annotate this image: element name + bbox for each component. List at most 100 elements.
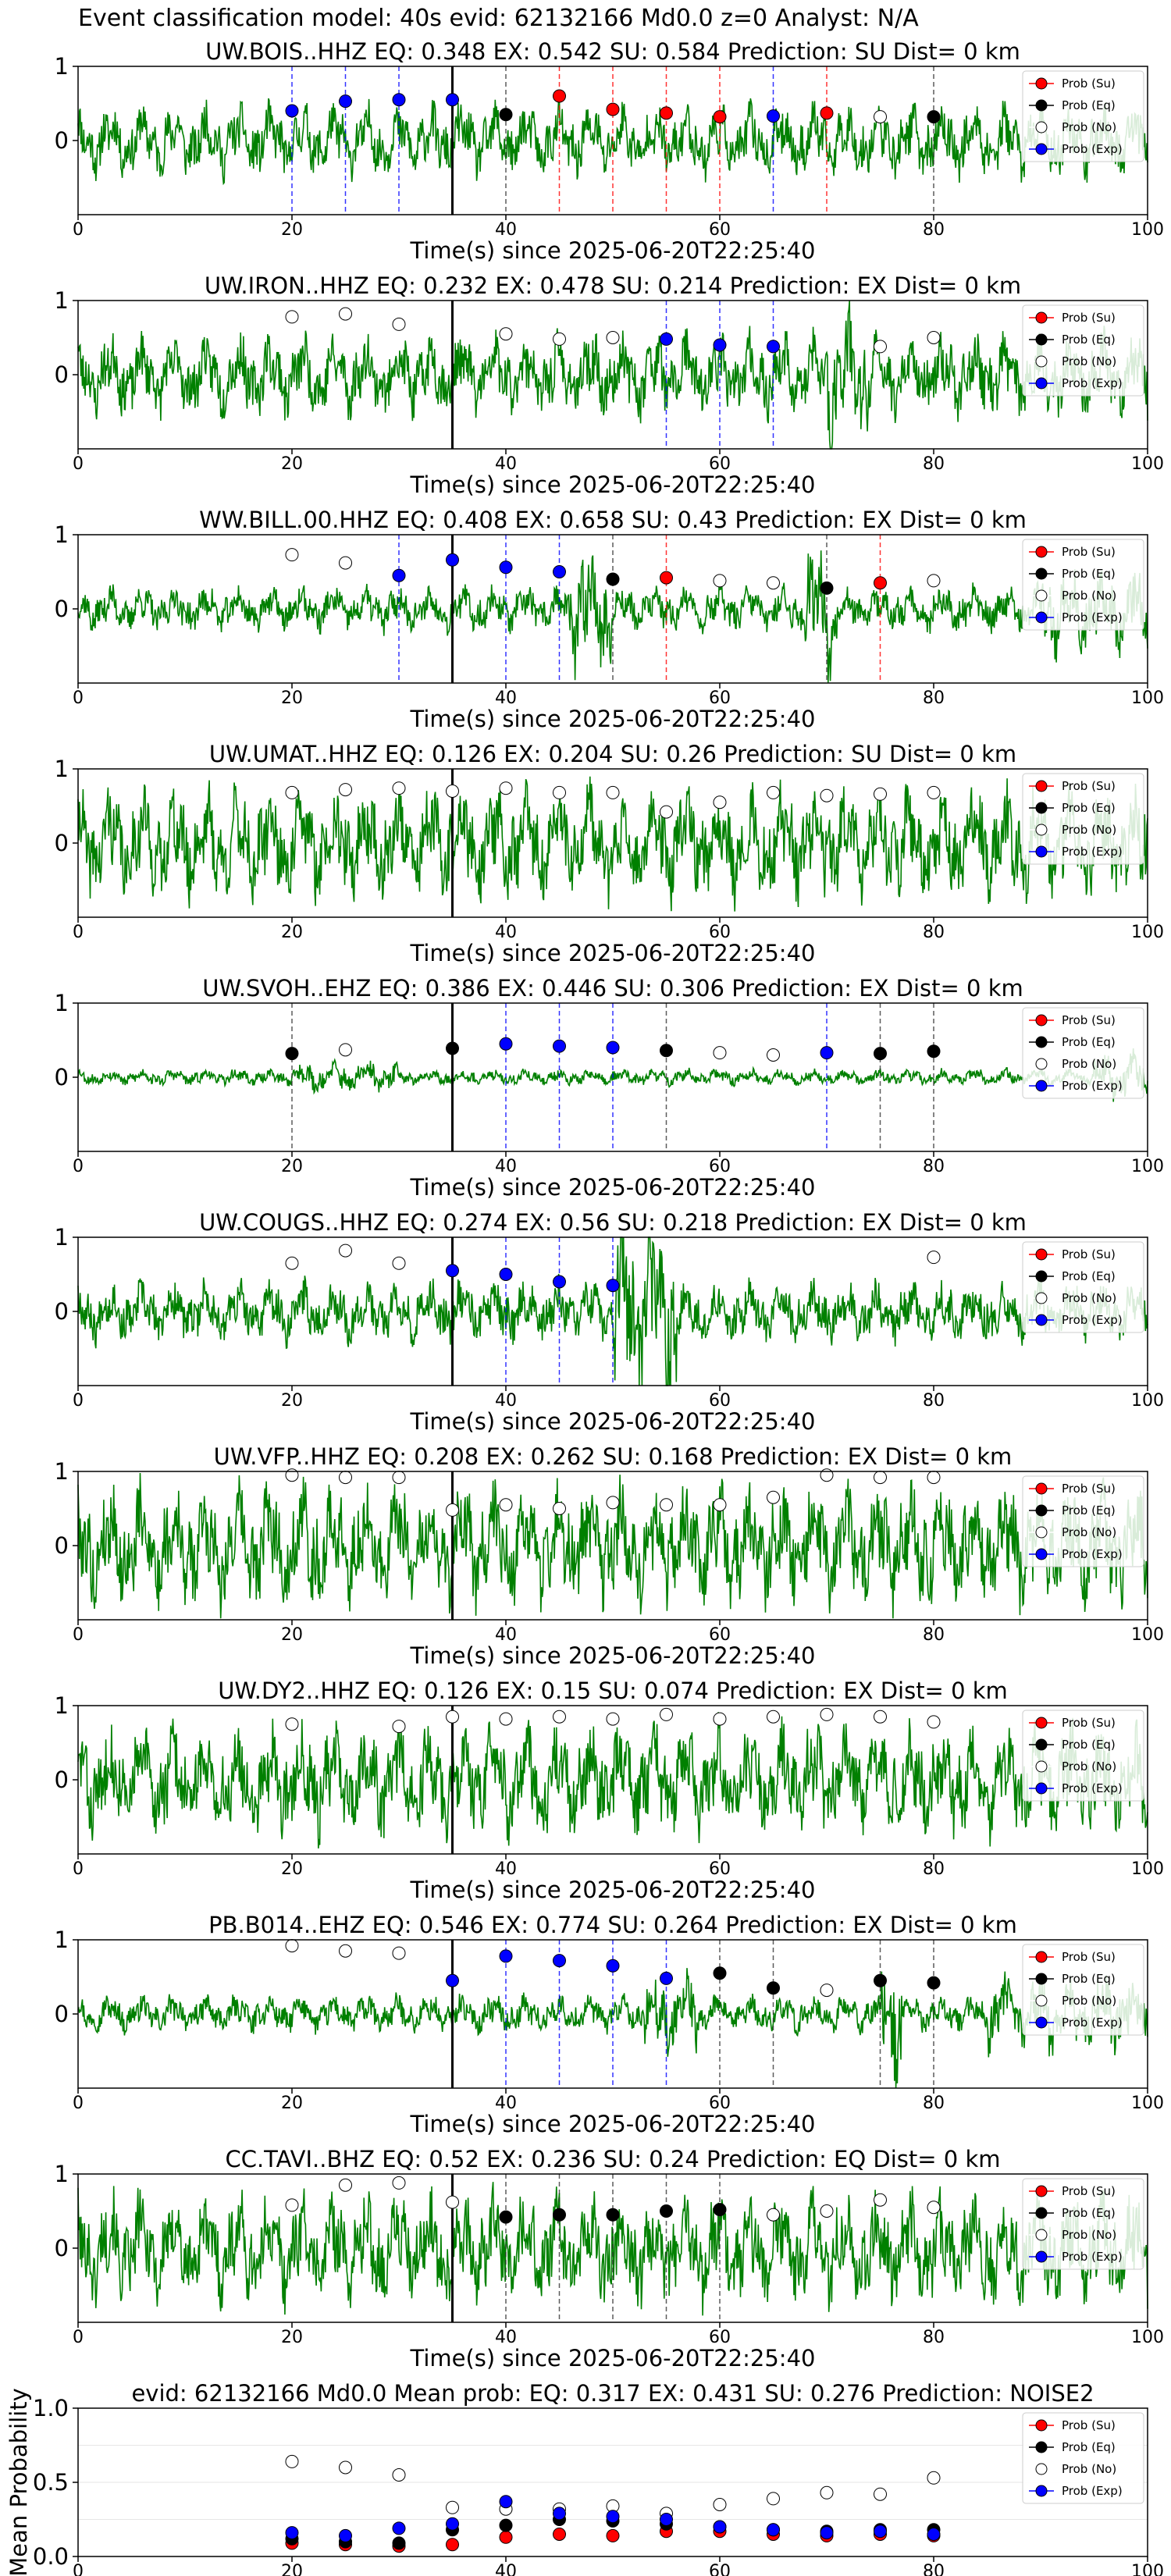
legend-label: Prob (No) xyxy=(1062,589,1116,603)
x-tick-label: 60 xyxy=(709,1625,731,1645)
legend-marker xyxy=(1035,568,1048,580)
mean-point-su xyxy=(553,2528,566,2541)
prob-point-no xyxy=(767,1710,780,1724)
legend-box xyxy=(1022,2412,1144,2504)
x-tick-label: 0 xyxy=(73,1625,84,1645)
prob-point-su xyxy=(606,102,620,116)
y-axis-label: Mean Probability xyxy=(5,2388,32,2576)
mean-point-exp xyxy=(339,2528,352,2542)
prob-point-no xyxy=(285,548,299,562)
mean-point-no xyxy=(820,2485,834,2500)
prob-point-no xyxy=(499,1498,513,1512)
prob-point-exp xyxy=(820,1046,834,1060)
legend-marker xyxy=(1035,121,1048,133)
legend-label: Prob (Su) xyxy=(1062,1247,1116,1261)
prob-point-no xyxy=(392,1256,406,1270)
x-tick-label: 40 xyxy=(495,220,517,240)
legend-label: Prob (Exp) xyxy=(1062,2484,1123,2498)
y-tick-label: 0 xyxy=(55,1767,69,1793)
y-tick-label: 1 xyxy=(55,990,69,1016)
y-tick-label: 0 xyxy=(55,830,69,856)
prob-point-no xyxy=(660,1707,673,1721)
x-tick-label: 100 xyxy=(1131,1859,1164,1879)
prob-point-no xyxy=(285,1717,299,1731)
mean-point-no xyxy=(446,2500,459,2514)
chart-panel-5: UW.SVOH..EHZ EQ: 0.386 EX: 0.446 SU: 0.3… xyxy=(55,975,1164,1201)
legend-marker xyxy=(1035,1248,1048,1261)
mean-point-exp xyxy=(767,2523,780,2537)
legend-label: Prob (Su) xyxy=(1062,779,1116,793)
prob-point-no xyxy=(606,331,620,344)
y-tick-label: 1 xyxy=(55,287,69,314)
prob-point-exp xyxy=(499,1037,513,1051)
x-tick-label: 40 xyxy=(495,688,517,708)
prob-point-no xyxy=(499,327,513,341)
x-tick-label: 80 xyxy=(923,454,945,474)
mean-point-su xyxy=(446,2538,459,2552)
prob-point-no xyxy=(446,2195,459,2209)
x-tick-label: 40 xyxy=(495,1157,517,1176)
mean-point-exp xyxy=(606,2510,620,2524)
prob-point-no xyxy=(874,2193,887,2207)
legend-label: Prob (Eq) xyxy=(1062,2206,1116,2220)
prob-point-no xyxy=(767,2208,780,2222)
legend-label: Prob (Su) xyxy=(1062,545,1116,559)
x-tick-label: 0 xyxy=(73,2328,84,2347)
legend-marker xyxy=(1035,355,1048,368)
waveform-trace xyxy=(77,1712,1148,1848)
x-tick-label: 60 xyxy=(709,2094,731,2113)
legend-marker xyxy=(1035,1973,1048,1985)
y-tick-label: 1 xyxy=(55,1458,69,1485)
legend-label: Prob (Eq) xyxy=(1062,1738,1116,1752)
chart-panel-9: PB.B014..EHZ EQ: 0.546 EX: 0.774 SU: 0.2… xyxy=(55,1912,1164,2137)
x-tick-label: 100 xyxy=(1131,1157,1164,1176)
prob-point-no xyxy=(927,1251,941,1265)
prob-point-eq xyxy=(927,110,941,124)
legend-label: Prob (Eq) xyxy=(1062,567,1116,581)
x-tick-label: 100 xyxy=(1131,220,1164,240)
x-axis-label: Time(s) since 2025-06-20T22:25:40 xyxy=(410,1642,816,1669)
legend-marker xyxy=(1035,77,1048,90)
legend-box xyxy=(1022,539,1144,631)
legend-marker xyxy=(1035,2485,1048,2497)
y-tick-label: 0 xyxy=(55,1298,69,1325)
prob-point-no xyxy=(446,1503,459,1517)
prob-point-su xyxy=(660,106,673,120)
legend-marker xyxy=(1035,1482,1048,1495)
legend-label: Prob (No) xyxy=(1062,1291,1116,1305)
x-tick-label: 60 xyxy=(709,220,731,240)
chart-panel-3: WW.BILL.00.HHZ EQ: 0.408 EX: 0.658 SU: 0… xyxy=(55,507,1164,732)
prob-point-no xyxy=(339,783,352,797)
waveform-trace xyxy=(77,776,1148,912)
mean-point-exp xyxy=(874,2524,887,2539)
chart-title: UW.SVOH..EHZ EQ: 0.386 EX: 0.446 SU: 0.3… xyxy=(202,975,1023,1002)
prob-point-eq xyxy=(713,2203,727,2217)
chart-title: UW.COUGS..HHZ EQ: 0.274 EX: 0.56 SU: 0.2… xyxy=(199,1209,1027,1236)
prob-point-no xyxy=(820,1707,834,1721)
legend-label: Prob (Su) xyxy=(1062,1013,1116,1027)
x-tick-label: 20 xyxy=(281,688,303,708)
prob-point-exp xyxy=(553,1954,566,1968)
mean-point-exp xyxy=(713,2520,727,2534)
y-tick-label: 1 xyxy=(55,1692,69,1719)
x-tick-label: 20 xyxy=(281,2562,303,2576)
x-axis-label: Time(s) since 2025-06-20T22:25:40 xyxy=(410,1408,816,1435)
prob-point-eq xyxy=(874,1047,887,1061)
x-tick-label: 60 xyxy=(709,923,731,942)
x-tick-label: 100 xyxy=(1131,2328,1164,2347)
x-tick-label: 60 xyxy=(709,1157,731,1176)
prob-point-exp xyxy=(499,560,513,575)
prob-point-exp xyxy=(446,1973,459,1987)
prob-point-no xyxy=(927,785,941,799)
prob-point-no xyxy=(553,1502,566,1515)
mean-point-exp xyxy=(285,2526,299,2540)
prob-point-exp xyxy=(392,568,406,582)
prob-point-no xyxy=(660,1498,673,1512)
x-axis-label: Time(s) since 2025-06-20T22:25:40 xyxy=(410,1174,816,1201)
chart-panel-8: UW.DY2..HHZ EQ: 0.126 EX: 0.15 SU: 0.074… xyxy=(55,1678,1164,1903)
legend-marker xyxy=(1035,143,1048,155)
legend-label: Prob (No) xyxy=(1062,823,1116,837)
mean-point-no xyxy=(713,2498,727,2511)
y-tick-label: 0.0 xyxy=(33,2543,69,2570)
